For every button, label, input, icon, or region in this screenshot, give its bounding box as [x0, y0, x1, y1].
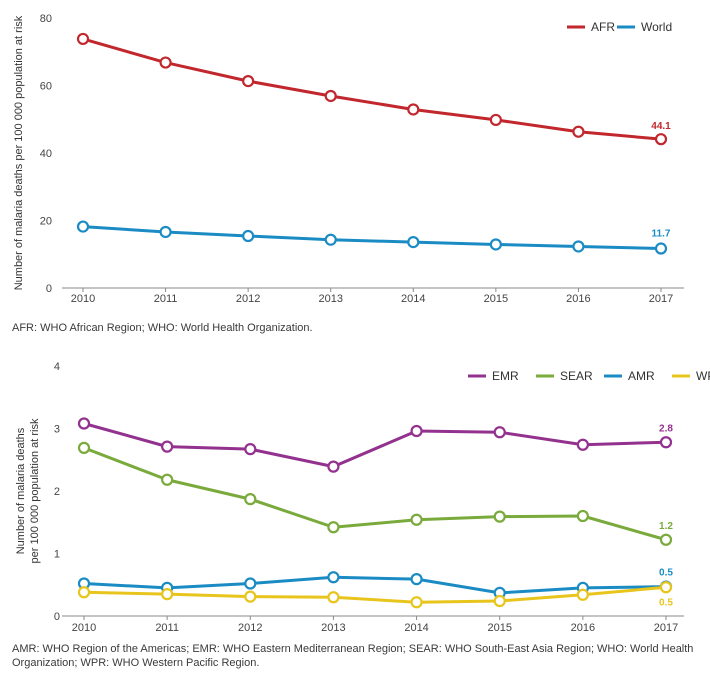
chart2-x-tick-label: 2017 [654, 622, 678, 634]
chart1-point-world [489, 238, 502, 251]
chart2-point-emr [244, 443, 257, 456]
chart2-y-tick-label: 4 [54, 361, 60, 373]
chart2-end-label-wpr: 0.5 [659, 597, 673, 608]
chart1-point-afr [489, 113, 502, 127]
chart2-point-emr [327, 460, 340, 473]
chart1-y-tick-label: 60 [40, 81, 52, 93]
chart2-footnote: AMR: WHO Region of the Americas; EMR: WH… [12, 643, 694, 669]
chart1-legend-label-afr: AFR [591, 20, 615, 34]
chart2-y-tick-label: 1 [54, 549, 60, 561]
chart2-point-sear [493, 510, 506, 523]
chart2-point-emr [161, 440, 174, 453]
chart1-x-tick-label: 2012 [236, 293, 260, 305]
chart1-point-afr [407, 103, 420, 116]
chart2-point-emr [576, 438, 589, 451]
chart2-point-sear [77, 441, 91, 454]
chart1-y-tick-label: 20 [40, 216, 52, 228]
chart1-point-world [242, 229, 255, 243]
chart2-point-amr [410, 573, 423, 586]
chart2-point-emr [410, 424, 423, 438]
chart2-y-axis-label: per 100 000 population at risk [29, 418, 41, 563]
chart1-y-axis-label: Number of malaria deaths per 100 000 pop… [13, 15, 25, 290]
chart1-x-tick-label: 2013 [318, 293, 342, 305]
chart2-series-line-amr [83, 575, 667, 595]
chart2-point-sear [161, 473, 174, 486]
chart1-point-world [572, 240, 585, 253]
chart2-point-wpr [244, 590, 257, 603]
chart2-point-sear [410, 513, 423, 526]
chart1-y-tick-label: 40 [40, 148, 52, 160]
chart1-x-tick-label: 2015 [484, 293, 508, 305]
chart1-x-tick-label: 2016 [566, 293, 590, 305]
chart1-series-line-afr [82, 37, 662, 141]
chart2-legend-label-wpr: WPR [696, 369, 710, 383]
chart2-end-label-amr: 0.5 [659, 568, 673, 579]
chart1-footnote: AFR: WHO African Region; WHO: World Heal… [12, 322, 313, 334]
chart2-series-line-emr [83, 422, 667, 469]
chart2-point-emr [77, 417, 91, 430]
chart2-end-label-emr: 2.8 [659, 423, 673, 434]
chart1-point-world [76, 220, 90, 233]
chart-afr-world: 0 20 40 60 80 2010 2011 2012 2013 2014 2015 2016 201… [13, 13, 684, 305]
chart2-point-emr [493, 426, 506, 439]
chart2-point-wpr [327, 591, 340, 604]
chart1-end-label-world: 11.7 [652, 229, 671, 240]
chart1-point-world [407, 236, 420, 249]
chart2-point-sear [244, 493, 257, 506]
chart1-point-world [324, 233, 337, 246]
chart2-series-line-wpr [83, 585, 667, 604]
chart2-y-tick-label: 2 [54, 486, 60, 498]
chart1-point-afr [654, 133, 668, 146]
chart1-end-label-afr: 44.1 [651, 121, 671, 132]
chart2-point-wpr [161, 588, 174, 601]
chart2-point-amr [244, 577, 257, 590]
chart2-series-line-sear [83, 446, 667, 542]
chart1-point-afr [324, 89, 337, 103]
chart2-end-label-sear: 1.2 [659, 521, 673, 532]
chart2-point-wpr [659, 581, 673, 594]
chart2-point-wpr [410, 596, 423, 609]
chart2-x-tick-label: 2010 [72, 622, 96, 634]
chart2-point-sear [576, 509, 589, 523]
chart-regions: 0 1 2 3 4 2010 2011 2012 2013 2014 2015 2016 2017 Num… [15, 361, 710, 634]
chart2-point-wpr [77, 586, 91, 599]
chart2-point-sear [659, 533, 673, 546]
chart1-point-afr [242, 75, 255, 88]
chart1-y-tick-label: 80 [40, 13, 52, 25]
chart1-point-world [654, 242, 668, 255]
chart2-x-tick-label: 2013 [321, 622, 345, 634]
chart1-point-afr [76, 32, 90, 46]
chart1-series-line-world [82, 225, 662, 251]
chart1-x-tick-label: 2011 [154, 293, 178, 305]
chart1-y-tick-label: 0 [46, 283, 52, 295]
chart2-point-amr [327, 571, 340, 584]
chart2-x-tick-label: 2014 [404, 622, 428, 634]
chart1-legend-label-world: World [641, 20, 672, 34]
chart2-point-wpr [493, 594, 506, 608]
chart2-y-tick-label: 3 [54, 424, 60, 436]
chart1-point-afr [159, 56, 172, 69]
chart1-x-tick-label: 2010 [71, 293, 95, 305]
chart1-x-tick-label: 2014 [401, 293, 425, 305]
chart2-legend-label-emr: EMR [492, 369, 519, 383]
chart2-point-emr [659, 436, 673, 449]
chart1-point-world [159, 225, 172, 239]
chart2-x-tick-label: 2012 [238, 622, 262, 634]
chart1-x-tick-label: 2017 [649, 293, 673, 305]
chart2-x-tick-label: 2016 [571, 622, 595, 634]
chart2-legend-label-sear: SEAR [560, 369, 593, 383]
chart2-x-tick-label: 2015 [487, 622, 511, 634]
chart2-y-axis-label: Number of malaria deaths [15, 427, 27, 554]
chart2-x-tick-label: 2011 [155, 622, 179, 634]
chart2-point-wpr [576, 588, 589, 601]
chart2-legend-label-amr: AMR [628, 369, 655, 383]
chart1-point-afr [572, 125, 585, 138]
chart2-y-tick-label: 0 [54, 611, 60, 623]
chart2-point-sear [327, 521, 340, 534]
